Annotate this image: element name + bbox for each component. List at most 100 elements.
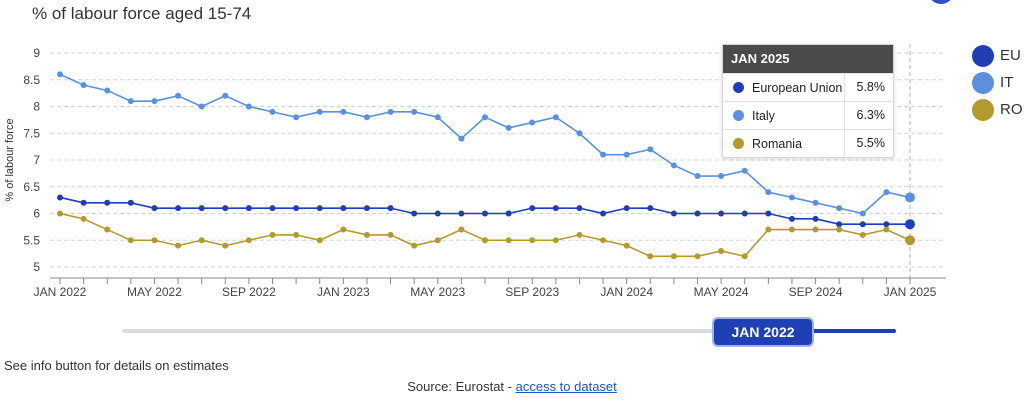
data-point-eu: [788, 215, 795, 222]
y-tick-label: 9: [33, 46, 40, 60]
tooltip-value: 5.5%: [844, 130, 893, 157]
data-point-eu: [175, 205, 182, 212]
data-point-ro: [788, 226, 795, 233]
data-point-ro: [363, 231, 370, 238]
data-point-it: [340, 108, 347, 115]
data-point-it: [647, 146, 654, 153]
data-point-eu: [765, 210, 772, 217]
data-point-ro: [670, 253, 677, 260]
data-tooltip: JAN 2025 European Union 5.8% Italy 6.3% …: [722, 44, 894, 158]
data-point-ro: [552, 237, 559, 244]
data-point-it: [600, 151, 607, 158]
chart-legend: EU IT RO: [972, 42, 1023, 123]
data-point-it: [718, 173, 725, 180]
y-tick-label: 6: [33, 207, 40, 221]
data-point-ro: [104, 226, 111, 233]
legend-label: IT: [1000, 74, 1014, 91]
tooltip-row-it: Italy 6.3%: [723, 101, 893, 129]
data-point-ro: [741, 253, 748, 260]
data-point-eu: [411, 210, 418, 217]
data-point-eu: [151, 205, 158, 212]
data-point-eu: [600, 210, 607, 217]
data-point-eu: [552, 205, 559, 212]
data-point-ro: [222, 242, 229, 249]
legend-label: EU: [1000, 47, 1021, 64]
data-point-it: [222, 92, 229, 99]
data-point-it: [505, 124, 512, 131]
x-tick-label: JAN 2022: [34, 285, 87, 299]
data-point-ro: [718, 247, 725, 254]
data-point-ro: [198, 237, 205, 244]
data-point-it: [434, 114, 441, 121]
time-slider-handle[interactable]: JAN 2022: [714, 319, 812, 345]
info-button[interactable]: [928, 0, 954, 4]
data-point-ro: [505, 237, 512, 244]
ro-dot-icon: [733, 138, 744, 149]
data-point-it: [269, 108, 276, 115]
data-point-ro: [340, 226, 347, 233]
x-tick-label: JAN 2025: [884, 285, 937, 299]
series-line-ro: [59, 212, 911, 258]
ro-legend-dot-icon: [972, 98, 994, 121]
data-point-ro: [883, 226, 890, 233]
it-dot-icon: [733, 110, 744, 121]
data-point-it: [57, 71, 63, 78]
y-tick-label: 5.5: [23, 233, 40, 247]
data-point-eu: [245, 205, 252, 212]
x-tick-label: MAY 2023: [410, 285, 465, 299]
data-point-it: [245, 103, 252, 110]
data-point-eu: [198, 205, 205, 212]
data-point-ro: [859, 231, 866, 238]
y-tick-label: 8.5: [23, 73, 40, 87]
data-point-ro: [57, 210, 63, 217]
data-point-ro: [434, 237, 441, 244]
data-point-eu: [718, 210, 725, 217]
y-tick-label: 8: [33, 100, 40, 114]
eu-dot-icon: [733, 82, 744, 93]
tooltip-name: European Union: [752, 80, 843, 95]
data-point-eu: [741, 210, 748, 217]
data-point-eu: [458, 210, 465, 217]
data-point-ro: [175, 242, 182, 249]
data-point-it: [482, 114, 488, 121]
data-point-it: [623, 151, 630, 158]
data-point-ro: [694, 253, 701, 260]
it-legend-dot-icon: [972, 71, 994, 94]
legend-item-eu[interactable]: EU: [972, 42, 1023, 69]
legend-item-it[interactable]: IT: [972, 69, 1023, 96]
y-tick-label: 7.5: [23, 126, 40, 140]
data-point-ro: [765, 226, 772, 233]
data-point-eu: [293, 205, 300, 212]
data-point-ro: [576, 231, 583, 238]
tooltip-value: 5.8%: [844, 74, 893, 101]
data-point-eu: [434, 210, 441, 217]
x-tick-label: MAY 2024: [694, 285, 749, 299]
legend-label: RO: [1000, 101, 1023, 118]
time-slider-track[interactable]: [122, 329, 896, 333]
estimates-note: See info button for details on estimates: [4, 358, 229, 373]
data-point-ro: [905, 235, 915, 246]
dataset-link[interactable]: access to dataset: [515, 379, 617, 394]
data-point-ro: [458, 226, 465, 233]
data-point-it: [552, 114, 559, 121]
data-point-ro: [647, 253, 654, 260]
data-point-ro: [482, 237, 488, 244]
data-point-eu: [529, 205, 536, 212]
data-point-ro: [293, 231, 300, 238]
x-tick-label: JAN 2024: [600, 285, 653, 299]
data-point-ro: [269, 231, 276, 238]
y-tick-label: 6.5: [23, 180, 40, 194]
data-point-eu: [694, 210, 701, 217]
data-point-eu: [387, 205, 394, 212]
tooltip-row-eu: European Union 5.8%: [723, 73, 893, 101]
tooltip-value: 6.3%: [844, 102, 893, 129]
data-point-eu: [859, 221, 866, 228]
legend-item-ro[interactable]: RO: [972, 96, 1023, 123]
data-point-eu: [127, 199, 134, 206]
x-tick-label: SEP 2023: [505, 285, 559, 299]
data-point-ro: [387, 231, 394, 238]
data-point-it: [175, 92, 182, 99]
data-point-eu: [340, 205, 347, 212]
data-point-it: [529, 119, 536, 126]
data-point-eu: [576, 205, 583, 212]
